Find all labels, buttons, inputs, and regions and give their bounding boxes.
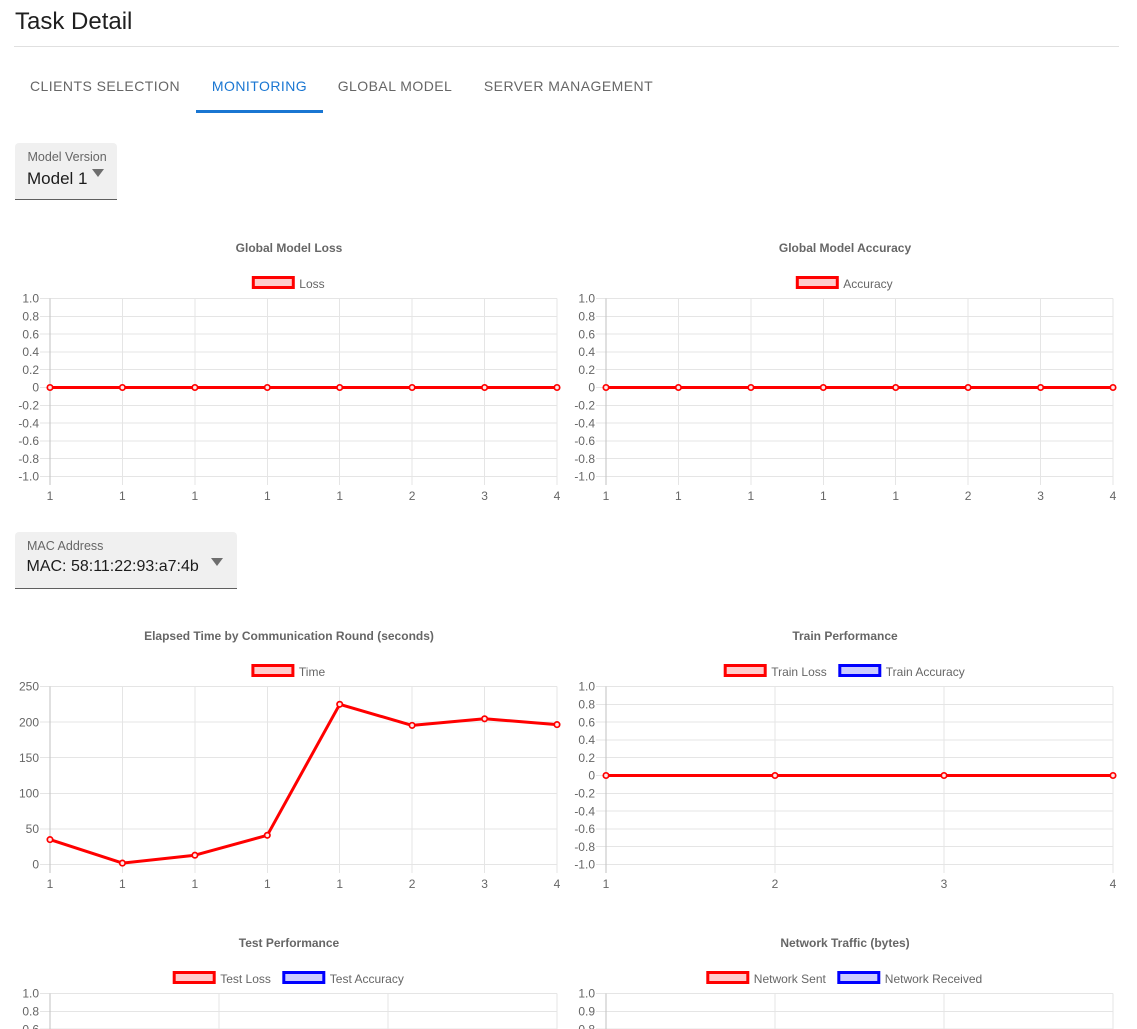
svg-text:1.0: 1.0: [578, 987, 595, 1001]
svg-text:0.6: 0.6: [578, 715, 595, 729]
svg-text:1: 1: [192, 489, 199, 503]
svg-text:-0.2: -0.2: [574, 787, 595, 801]
svg-text:1: 1: [192, 877, 199, 891]
svg-text:3: 3: [481, 877, 488, 891]
svg-text:0.6: 0.6: [22, 327, 39, 341]
svg-text:0: 0: [32, 381, 39, 395]
svg-text:1: 1: [603, 489, 610, 503]
svg-text:1: 1: [119, 877, 126, 891]
svg-text:1: 1: [675, 489, 682, 503]
svg-text:1: 1: [820, 489, 827, 503]
svg-text:1: 1: [336, 489, 343, 503]
svg-text:1: 1: [47, 877, 54, 891]
svg-text:1: 1: [603, 877, 610, 891]
svg-text:-0.8: -0.8: [574, 452, 595, 466]
svg-text:0.4: 0.4: [22, 345, 39, 359]
svg-text:100: 100: [19, 787, 39, 801]
svg-text:3: 3: [1037, 489, 1044, 503]
svg-text:250: 250: [19, 680, 39, 694]
svg-text:-0.4: -0.4: [18, 416, 39, 430]
svg-text:0.2: 0.2: [578, 363, 595, 377]
svg-text:1: 1: [119, 489, 126, 503]
svg-text:0.8: 0.8: [578, 698, 595, 712]
svg-text:Time: Time: [299, 665, 326, 679]
svg-text:1.0: 1.0: [578, 680, 595, 694]
svg-text:Network Traffic (bytes): Network Traffic (bytes): [780, 936, 909, 950]
svg-text:1: 1: [748, 489, 755, 503]
svg-text:1: 1: [47, 489, 54, 503]
svg-text:-0.6: -0.6: [18, 434, 39, 448]
svg-text:2: 2: [965, 489, 972, 503]
svg-text:2: 2: [772, 877, 779, 891]
svg-text:200: 200: [19, 715, 39, 729]
svg-text:Test Performance: Test Performance: [239, 936, 340, 950]
svg-text:Train Accuracy: Train Accuracy: [886, 665, 965, 679]
svg-text:0.4: 0.4: [578, 733, 595, 747]
svg-text:Elapsed Time by Communication: Elapsed Time by Communication Round (sec…: [144, 629, 434, 643]
svg-text:4: 4: [554, 877, 561, 891]
svg-text:Global Model Accuracy: Global Model Accuracy: [779, 241, 912, 255]
svg-text:0.9: 0.9: [578, 1005, 595, 1019]
svg-text:-0.8: -0.8: [574, 840, 595, 854]
svg-text:0.6: 0.6: [22, 1022, 39, 1029]
svg-text:Accuracy: Accuracy: [843, 277, 892, 291]
svg-text:50: 50: [26, 822, 40, 836]
svg-text:Test Accuracy: Test Accuracy: [330, 972, 404, 986]
svg-text:-0.2: -0.2: [574, 399, 595, 413]
svg-text:2: 2: [409, 877, 416, 891]
svg-text:Train Loss: Train Loss: [771, 665, 827, 679]
svg-text:2: 2: [409, 489, 416, 503]
svg-text:-1.0: -1.0: [574, 470, 595, 484]
svg-text:3: 3: [941, 877, 948, 891]
svg-text:Loss: Loss: [299, 277, 324, 291]
svg-text:0.4: 0.4: [578, 345, 595, 359]
svg-text:4: 4: [1110, 877, 1117, 891]
svg-text:4: 4: [554, 489, 561, 503]
svg-text:Global Model Loss: Global Model Loss: [236, 241, 343, 255]
svg-text:-0.6: -0.6: [574, 822, 595, 836]
svg-text:-0.8: -0.8: [18, 452, 39, 466]
svg-text:-0.2: -0.2: [18, 399, 39, 413]
svg-text:150: 150: [19, 751, 39, 765]
svg-text:0.8: 0.8: [22, 1005, 39, 1019]
svg-text:0: 0: [588, 381, 595, 395]
svg-text:0.2: 0.2: [578, 751, 595, 765]
svg-text:0.2: 0.2: [22, 363, 39, 377]
svg-text:4: 4: [1110, 489, 1117, 503]
svg-text:0: 0: [588, 769, 595, 783]
svg-text:1.0: 1.0: [578, 292, 595, 306]
svg-text:Network Received: Network Received: [885, 972, 982, 986]
svg-text:1: 1: [264, 489, 271, 503]
svg-text:0: 0: [32, 858, 39, 872]
svg-text:1.0: 1.0: [22, 987, 39, 1001]
svg-text:0.8: 0.8: [578, 1022, 595, 1029]
svg-text:0.8: 0.8: [22, 310, 39, 324]
svg-text:1: 1: [892, 489, 899, 503]
svg-text:Test Loss: Test Loss: [220, 972, 271, 986]
svg-text:3: 3: [481, 489, 488, 503]
svg-text:-0.6: -0.6: [574, 434, 595, 448]
svg-text:1: 1: [264, 877, 271, 891]
svg-text:-1.0: -1.0: [574, 858, 595, 872]
svg-text:0.6: 0.6: [578, 327, 595, 341]
svg-text:1: 1: [336, 877, 343, 891]
svg-text:-0.4: -0.4: [574, 804, 595, 818]
svg-text:Network Sent: Network Sent: [754, 972, 827, 986]
svg-text:-0.4: -0.4: [574, 416, 595, 430]
svg-text:Train Performance: Train Performance: [792, 629, 898, 643]
svg-text:0.8: 0.8: [578, 310, 595, 324]
svg-text:1.0: 1.0: [22, 292, 39, 306]
svg-text:-1.0: -1.0: [18, 470, 39, 484]
